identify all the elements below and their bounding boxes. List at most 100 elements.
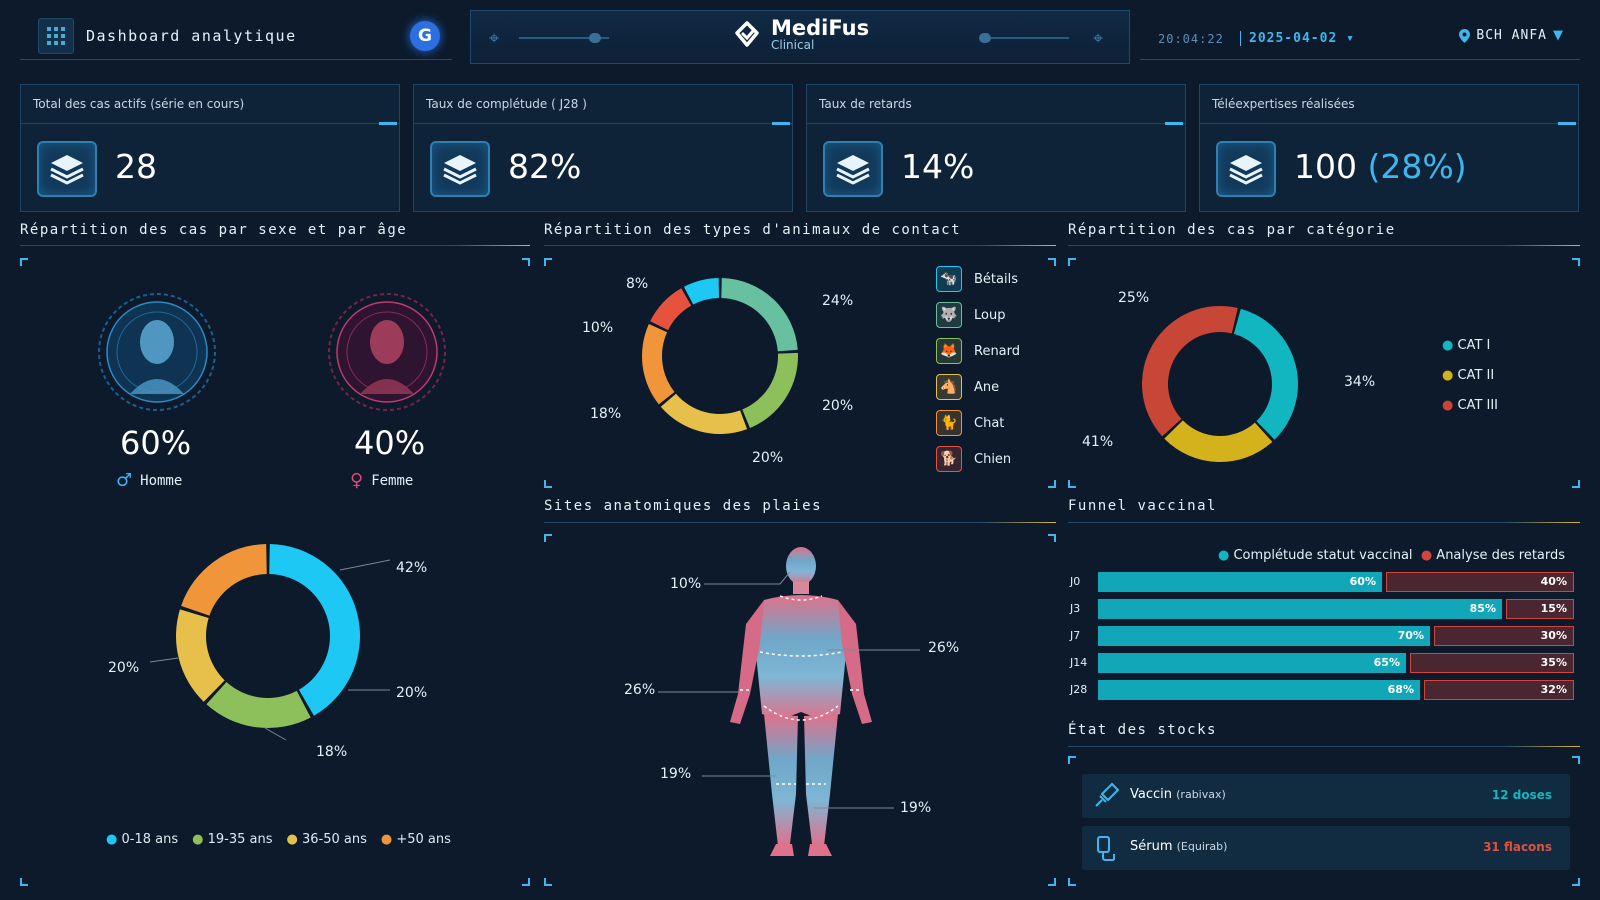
animal-legend-label: Renard (974, 343, 1021, 359)
donut-slice-0-18[interactable] (269, 544, 360, 716)
funnel-bar-completude[interactable]: 65% (1098, 653, 1406, 673)
leader-line (149, 657, 179, 663)
donut-slice-19-35[interactable] (206, 682, 311, 728)
stock-value: 31 flacons (1483, 840, 1552, 854)
animal-legend-label: Ane (974, 379, 1000, 395)
donut-slice-ane[interactable] (660, 393, 748, 434)
animal-label-renard: 20% (822, 398, 854, 414)
app-grid-button[interactable] (38, 17, 74, 54)
stock-item-serum[interactable]: Sérum (Equirab) 31 flacons (1082, 826, 1570, 870)
brand-bar: ⌖ MediFus Clinical ⌖ (470, 10, 1130, 64)
stock-sub: (Equirab) (1176, 840, 1228, 853)
betails-icon: 🐄 (936, 266, 962, 292)
donut-slice-cat2[interactable] (1164, 420, 1273, 462)
animal-legend-item-ane: 🐴 Ane (936, 374, 999, 400)
funnel-row-label: J14 (1070, 656, 1088, 669)
donut-slice-betails[interactable] (683, 278, 719, 305)
age-legend-label: +50 ans (396, 832, 451, 847)
cat-label-cat3: 41% (1082, 434, 1114, 450)
funnel-row: J7 70% 30% (1066, 626, 1578, 646)
kpi-value: 14% (901, 147, 975, 186)
funnel-row: J0 60% 40% (1066, 572, 1578, 592)
female-label: Femme (371, 472, 414, 489)
kpi-title: Téléexpertises réalisées (1212, 97, 1355, 111)
funnel-bar-retards[interactable]: 40% (1386, 572, 1574, 592)
kpi-card: Téléexpertises réalisées 100 (28%) (1199, 84, 1579, 212)
animals-title: Répartition des types d'animaux de conta… (544, 222, 962, 238)
funnel-bar-completude[interactable]: 85% (1098, 599, 1502, 619)
funnel-bar-retards[interactable]: 15% (1506, 599, 1574, 619)
funnel-bar-retards[interactable]: 30% (1434, 626, 1574, 646)
animal-legend-label: Bétails (974, 271, 1018, 287)
female-symbol-icon: ♀ (350, 470, 364, 491)
cat-legend-item: ● CAT I (1442, 338, 1491, 353)
cat-legend-label: CAT I (1457, 338, 1491, 353)
animal-legend-label: Chat (974, 415, 1005, 431)
location-value: BCH ANFA (1476, 28, 1547, 43)
human-body-icon (730, 547, 872, 856)
chevron-down-icon: ▼ (1553, 28, 1564, 43)
funnel-bar-retards[interactable]: 35% (1410, 653, 1574, 673)
donut-slice-50-plus[interactable] (181, 544, 267, 616)
age-donut-chart (149, 544, 391, 741)
animal-label-chat: 18% (590, 406, 622, 422)
funnel-row-label: J0 (1070, 575, 1081, 588)
donut-slice-chien[interactable] (650, 288, 692, 331)
age-legend-label: 19-35 ans (207, 832, 273, 847)
medifus-logo-icon (735, 20, 759, 47)
donut-slice-36-50[interactable] (176, 609, 225, 702)
animals-donut-chart (642, 278, 798, 434)
date-selector[interactable]: 2025-04-02 ▾ (1240, 31, 1355, 46)
chat-icon: 🐈 (936, 410, 962, 436)
layers-icon (37, 141, 97, 197)
male-percentage: 60% (120, 424, 192, 462)
funnel-bar-completude[interactable]: 68% (1098, 680, 1420, 700)
donut-slice-renard[interactable] (742, 352, 798, 429)
kpi-value: 82% (508, 147, 582, 186)
kpi-title: Taux de complétude ( J28 ) (426, 97, 587, 111)
animal-label-chien: 10% (582, 320, 614, 336)
funnel-bar-completude[interactable]: 60% (1098, 572, 1382, 592)
kpi-title: Taux de retards (819, 97, 912, 111)
donut-slice-cat3[interactable] (1142, 306, 1238, 437)
layers-icon (823, 141, 883, 197)
funnel-row-label: J28 (1070, 683, 1088, 696)
google-account-icon[interactable]: G (410, 21, 440, 51)
animal-legend-label: Chien (974, 451, 1012, 467)
header-right: 20:04:22 2025-04-02 ▾ BCH ANFA ▼ (1140, 12, 1580, 60)
brand-subtitle: Clinical (771, 38, 815, 52)
animal-label-betails: 8% (626, 276, 649, 292)
stock-item-vaccin[interactable]: Vaccin (rabivax) 12 doses (1082, 774, 1570, 818)
funnel-bar-completude[interactable]: 70% (1098, 626, 1430, 646)
age-legend-label: 36-50 ans (301, 832, 367, 847)
age-legend: ● 0-18 ans ● 19-35 ans ● 36-50 ans ● +50 an… (106, 832, 451, 847)
stock-name: Sérum (1130, 839, 1173, 854)
funnel-row: J3 85% 15% (1066, 599, 1578, 619)
age-legend-item: ● 36-50 ans (286, 832, 367, 847)
loup-icon: 🐺 (936, 302, 962, 328)
chien-icon: 🐕 (936, 446, 962, 472)
donut-slice-cat1[interactable] (1233, 308, 1298, 440)
animal-legend-label: Loup (974, 307, 1006, 323)
anatomy-label-head: 10% (670, 576, 702, 592)
kpi-value: 100 (1294, 147, 1357, 186)
donut-slice-chat[interactable] (642, 324, 675, 405)
kpi-card: Taux de complétude ( J28 ) 82% (413, 84, 793, 212)
animal-legend-item-chien: 🐕 Chien (936, 446, 1011, 472)
kpi-card: Total des cas actifs (série en cours) 28 (20, 84, 400, 212)
kpi-card: Taux de retards 14% (806, 84, 1186, 212)
syringe-icon (1095, 782, 1120, 807)
anatomy-label-arm-right: 26% (928, 640, 960, 656)
age-label-50-plus: 20% (108, 660, 140, 676)
female-percentage: 40% (354, 424, 426, 462)
age-label-36-50: 18% (316, 744, 348, 760)
animal-legend-item-chat: 🐈 Chat (936, 410, 1004, 436)
clock-time: 20:04:22 (1158, 32, 1224, 46)
funnel-row-label: J3 (1070, 602, 1081, 615)
age-legend-label: 0-18 ans (121, 832, 179, 847)
donut-slice-loup[interactable] (721, 278, 798, 352)
funnel-bar-retards[interactable]: 32% (1424, 680, 1574, 700)
age-legend-item: ● +50 ans (380, 832, 451, 847)
location-selector[interactable]: BCH ANFA ▼ (1459, 28, 1564, 43)
male-head-icon (98, 293, 216, 411)
